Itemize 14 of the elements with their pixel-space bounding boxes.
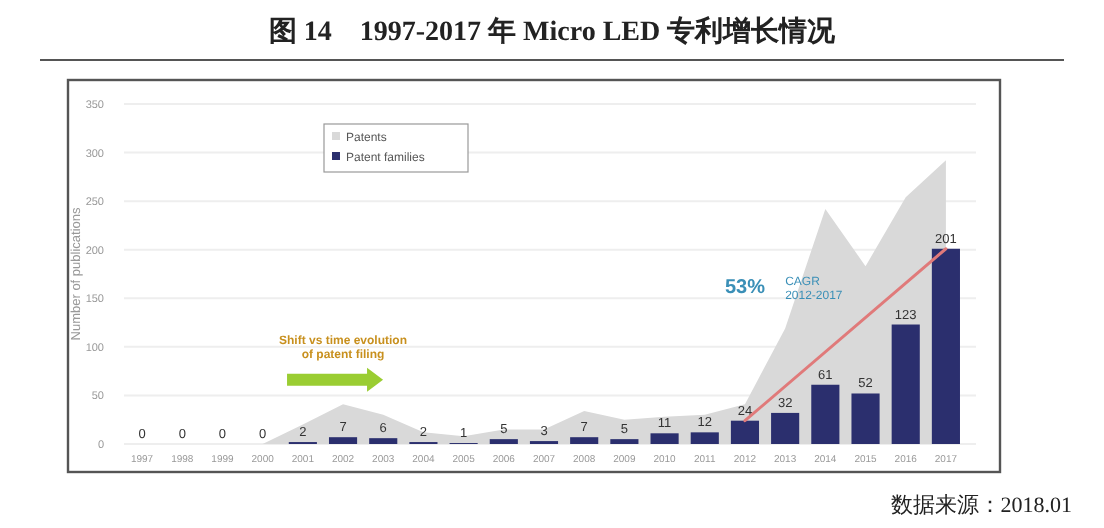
bar bbox=[570, 437, 599, 444]
bar bbox=[690, 432, 719, 444]
bar bbox=[650, 433, 679, 444]
chart-title: 图 14 1997-2017 年 Micro LED 专利增长情况 bbox=[268, 14, 838, 48]
bar bbox=[851, 393, 880, 444]
bar bbox=[771, 412, 800, 444]
bar bbox=[891, 324, 920, 444]
bar bbox=[328, 437, 358, 444]
bar bbox=[730, 420, 760, 444]
bar bbox=[369, 438, 398, 444]
annotation: 53% bbox=[724, 277, 766, 300]
bar bbox=[811, 384, 840, 444]
source-note: 数据来源：2018.01 bbox=[890, 492, 1072, 518]
bar bbox=[931, 248, 960, 444]
